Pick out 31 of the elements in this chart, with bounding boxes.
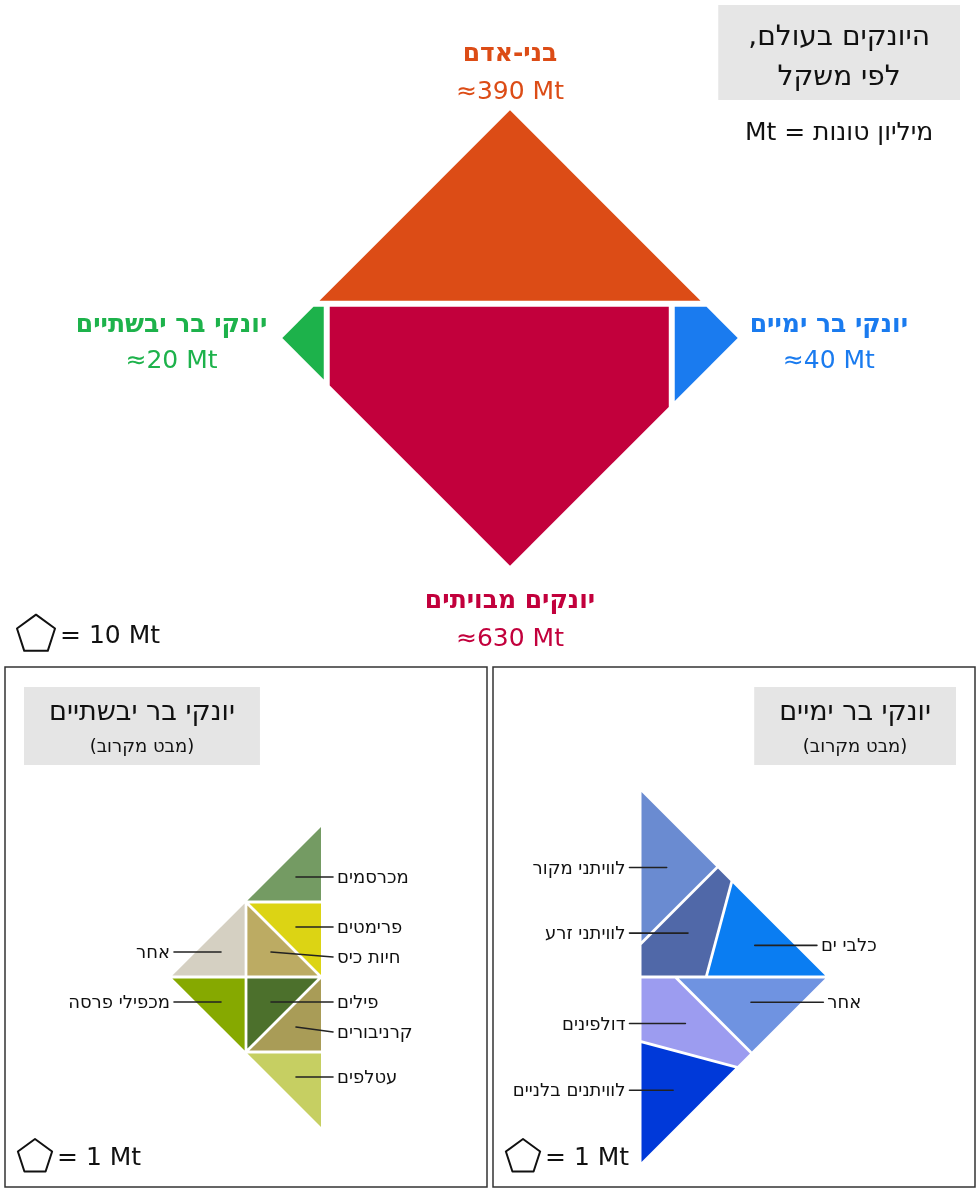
category-label: עטלפים xyxy=(337,1066,398,1087)
category-label: אחר xyxy=(136,941,170,962)
text: היונקים בעולם, לפי משקל xyxy=(748,19,931,92)
category-label: בני-אדם xyxy=(462,38,558,68)
category-label: מכפילי פרסה xyxy=(68,991,170,1012)
category-label: פילים xyxy=(337,991,379,1012)
data-label: ≈630 Mt xyxy=(456,622,565,652)
category-label: כלבי ים xyxy=(820,934,877,956)
category-label: אחר xyxy=(827,991,862,1013)
data-label: ≈390 Mt xyxy=(456,76,565,106)
category-label: יונקים מבויתים xyxy=(424,584,596,614)
category-label: דולפינים xyxy=(562,1012,626,1034)
text: יונקי בר ימיים xyxy=(779,695,931,726)
text: = 10 Mt xyxy=(60,619,161,649)
text: יונקי בר יבשתיים xyxy=(49,695,235,726)
category-label: יונקי בר ימיים xyxy=(749,309,909,338)
text: מיליון טונות = Mt xyxy=(744,117,934,146)
text: (מבט מקרוב) xyxy=(802,735,908,756)
text: = 1 Mt xyxy=(545,1142,630,1171)
data-label: ≈40 Mt xyxy=(782,345,876,374)
category-label: מכרסמים xyxy=(337,866,409,887)
text: (מבט מקרוב) xyxy=(89,735,195,756)
category-label: יונקי בר יבשתיים xyxy=(75,309,268,338)
text: = 1 Mt xyxy=(57,1142,142,1171)
category-label: חיות כיס xyxy=(337,946,401,967)
category-label: קרניבורים xyxy=(337,1021,413,1042)
data-label: ≈20 Mt xyxy=(125,345,218,374)
category-label: לוויתני זרע xyxy=(544,922,626,944)
category-label: לוויתני מקור xyxy=(532,856,626,878)
category-label: פרימטים xyxy=(337,916,403,937)
category-label: לוויתנים בלניים xyxy=(512,1079,626,1101)
